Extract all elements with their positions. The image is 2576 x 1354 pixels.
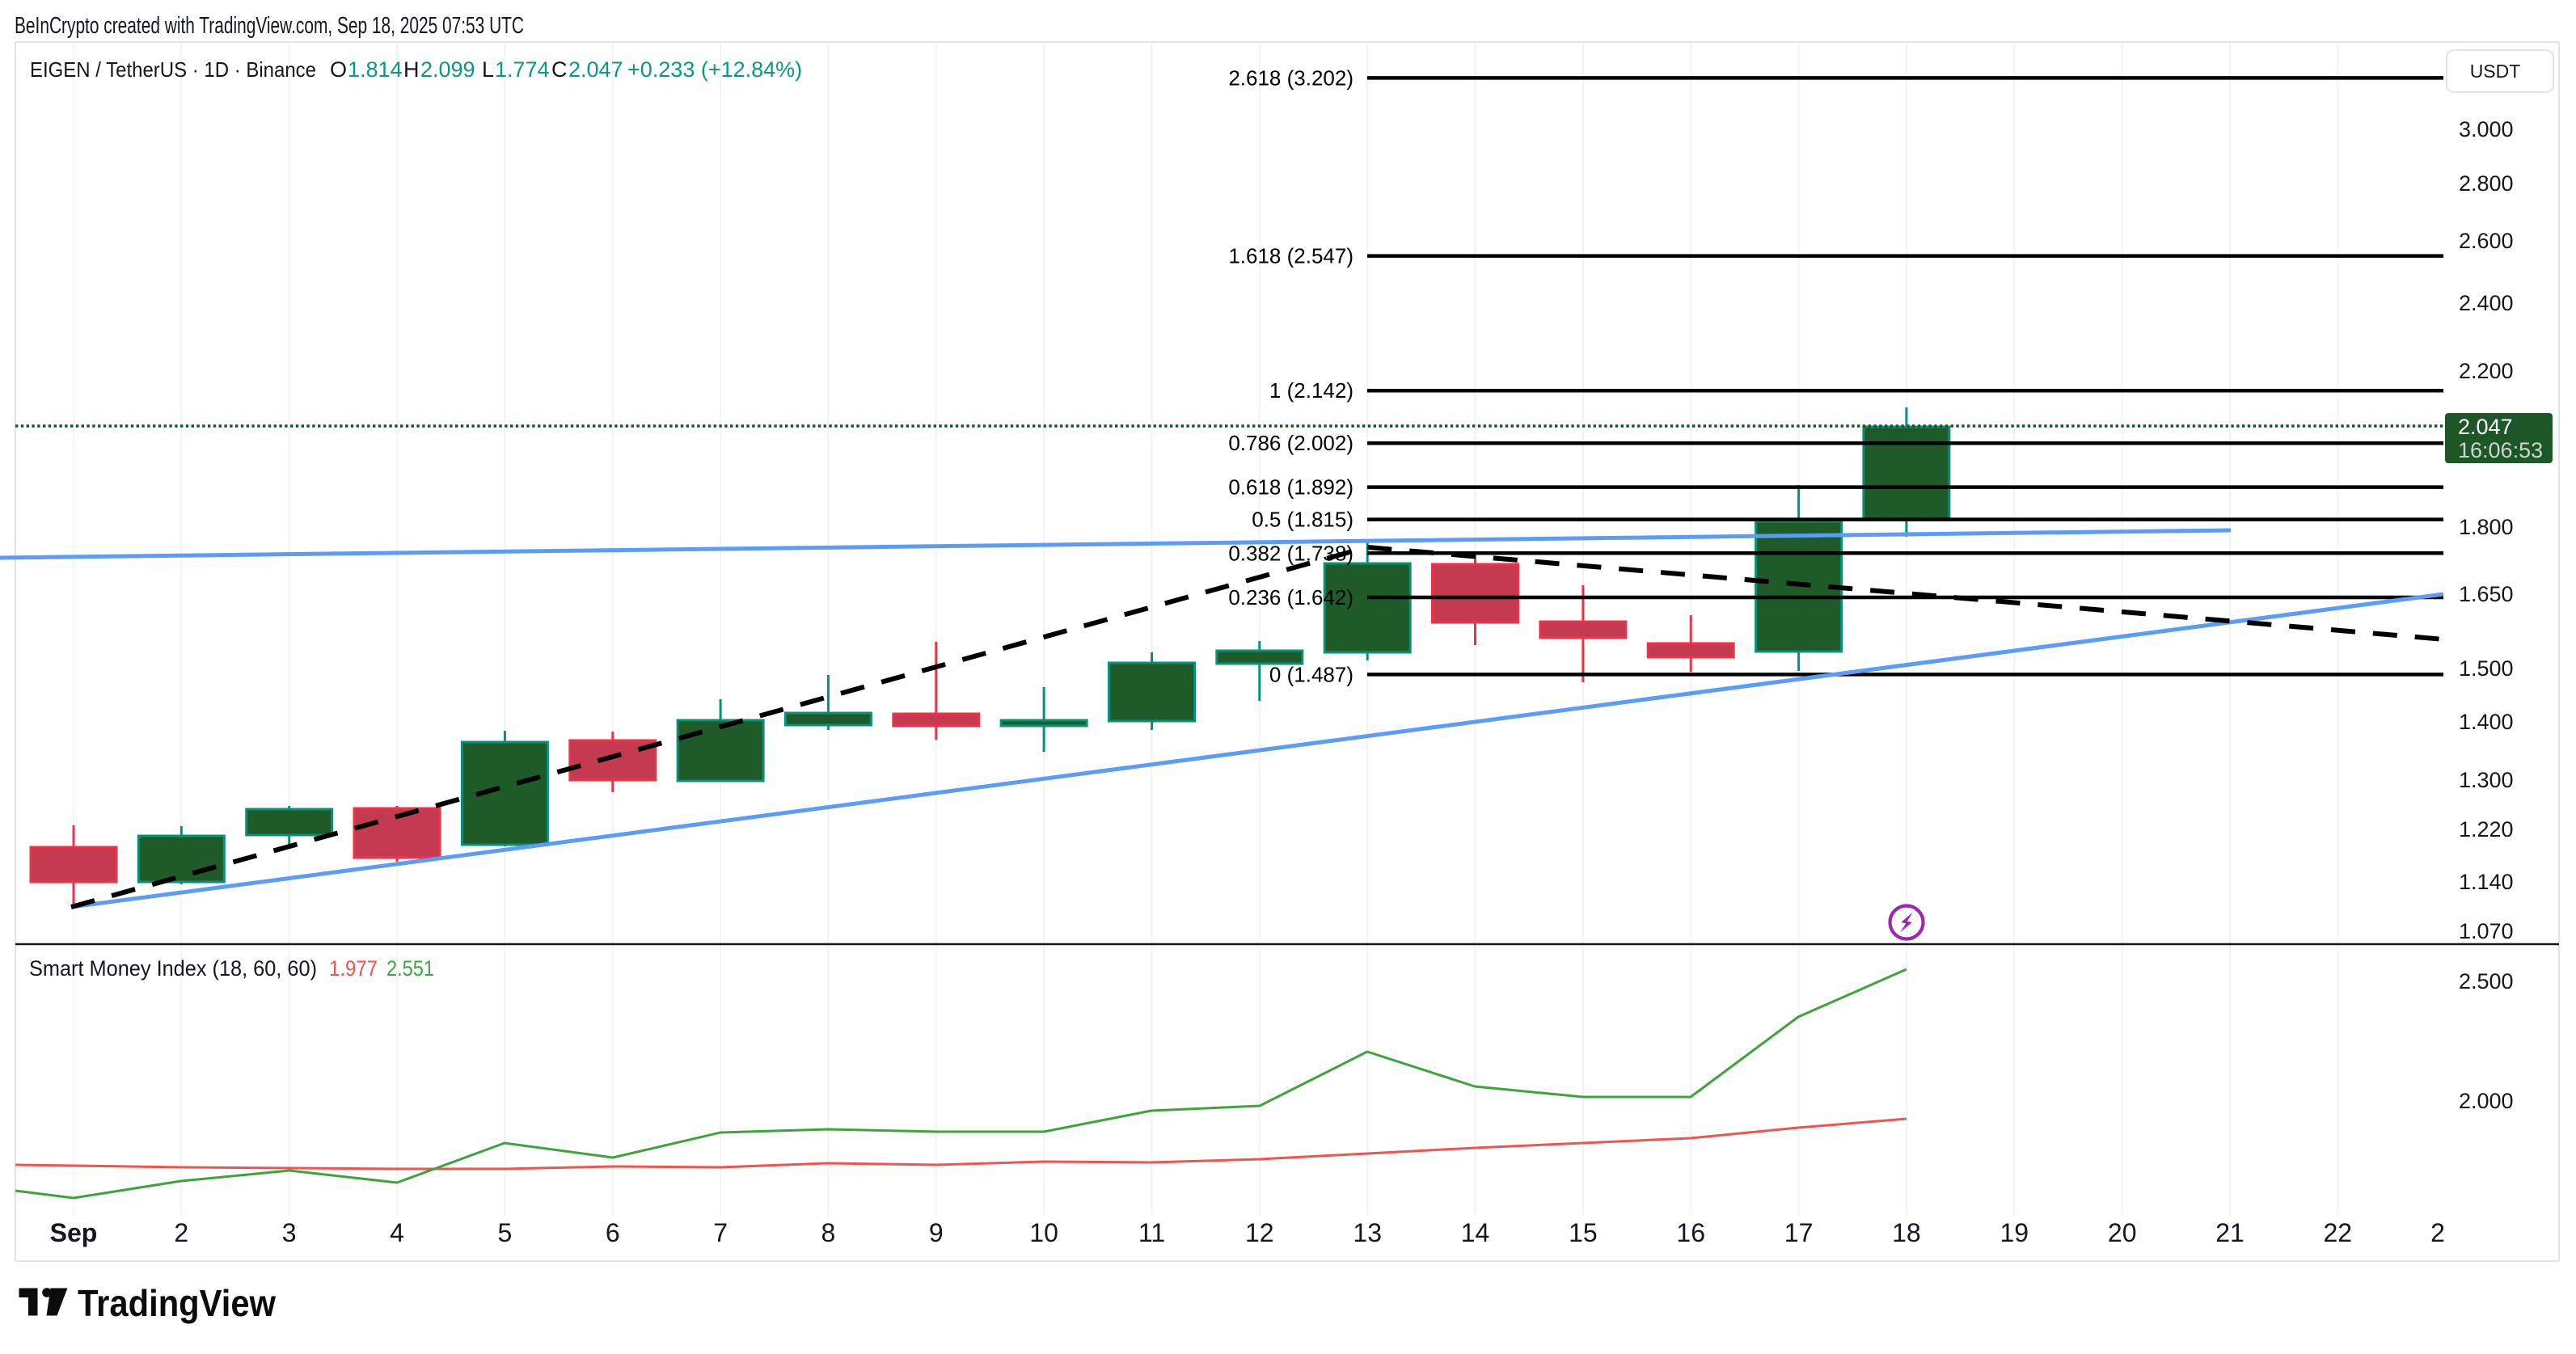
svg-text:1.140: 1.140 <box>2459 870 2514 894</box>
svg-text:0.382 (1.738): 0.382 (1.738) <box>1228 541 1353 565</box>
svg-text:1.618 (2.547): 1.618 (2.547) <box>1228 244 1353 268</box>
svg-text:19: 19 <box>2000 1218 2029 1247</box>
svg-text:0.618 (1.892): 0.618 (1.892) <box>1228 475 1353 500</box>
svg-text:11: 11 <box>1138 1218 1165 1247</box>
svg-text:2.800: 2.800 <box>2459 171 2514 196</box>
svg-text:8: 8 <box>821 1218 836 1247</box>
svg-text:2.047: 2.047 <box>2458 415 2513 439</box>
svg-text:1.070: 1.070 <box>2459 919 2514 943</box>
svg-text:2.400: 2.400 <box>2459 291 2514 315</box>
svg-text:BeInCrypto created with Tradin: BeInCrypto created with TradingView.com,… <box>15 13 524 39</box>
svg-text:12: 12 <box>1245 1218 1274 1247</box>
svg-text:2.099: 2.099 <box>420 57 475 82</box>
svg-text:17: 17 <box>1784 1218 1814 1247</box>
svg-text:1.500: 1.500 <box>2459 656 2514 681</box>
svg-text:TradingView: TradingView <box>78 1282 276 1324</box>
svg-text:1.220: 1.220 <box>2459 817 2514 842</box>
svg-text:2.600: 2.600 <box>2459 229 2514 253</box>
svg-text:2.000: 2.000 <box>2459 1089 2514 1113</box>
svg-text:USDT: USDT <box>2470 61 2521 82</box>
svg-text:20: 20 <box>2108 1218 2137 1247</box>
svg-text:16: 16 <box>1676 1218 1705 1247</box>
svg-text:16:06:53: 16:06:53 <box>2458 438 2543 462</box>
svg-text:C: C <box>551 57 568 82</box>
svg-text:21: 21 <box>2215 1218 2244 1247</box>
svg-text:EIGEN / TetherUS · 1D · Binanc: EIGEN / TetherUS · 1D · Binance <box>30 57 316 82</box>
svg-text:O: O <box>330 57 347 82</box>
svg-text:H: H <box>403 57 420 82</box>
svg-text:15: 15 <box>1569 1218 1598 1247</box>
svg-text:2.047: 2.047 <box>568 57 623 82</box>
svg-text:6: 6 <box>606 1218 620 1247</box>
svg-text:1 (2.142): 1 (2.142) <box>1269 378 1353 403</box>
svg-text:1.400: 1.400 <box>2459 710 2514 734</box>
svg-text:18: 18 <box>1892 1218 1921 1247</box>
svg-text:0.786 (2.002): 0.786 (2.002) <box>1228 431 1353 455</box>
svg-text:+0.233 (+12.84%): +0.233 (+12.84%) <box>627 57 802 82</box>
svg-text:1.300: 1.300 <box>2459 768 2514 792</box>
svg-text:2: 2 <box>2430 1218 2445 1247</box>
svg-text:1.774: 1.774 <box>495 57 550 82</box>
svg-text:L: L <box>482 57 494 82</box>
svg-text:2.551: 2.551 <box>386 956 434 981</box>
svg-text:2.200: 2.200 <box>2459 359 2514 383</box>
svg-text:5: 5 <box>498 1218 513 1247</box>
svg-text:22: 22 <box>2324 1218 2353 1247</box>
svg-text:0 (1.487): 0 (1.487) <box>1269 662 1353 686</box>
svg-text:3: 3 <box>282 1218 297 1247</box>
svg-text:Smart Money Index (18, 60, 60): Smart Money Index (18, 60, 60) <box>29 956 317 981</box>
svg-text:10: 10 <box>1029 1218 1058 1247</box>
svg-text:3.000: 3.000 <box>2459 117 2514 141</box>
svg-text:1.814: 1.814 <box>348 57 403 82</box>
svg-text:4: 4 <box>390 1218 404 1247</box>
svg-text:13: 13 <box>1353 1218 1382 1247</box>
svg-text:7: 7 <box>713 1218 728 1247</box>
svg-text:2.618 (3.202): 2.618 (3.202) <box>1228 65 1353 90</box>
svg-text:2: 2 <box>174 1218 188 1247</box>
svg-text:1.650: 1.650 <box>2459 582 2514 606</box>
svg-text:0.5 (1.815): 0.5 (1.815) <box>1252 508 1353 532</box>
svg-text:14: 14 <box>1461 1218 1490 1247</box>
svg-text:1.800: 1.800 <box>2459 515 2514 539</box>
svg-text:Sep: Sep <box>50 1218 98 1247</box>
svg-text:2.500: 2.500 <box>2459 969 2514 993</box>
svg-text:9: 9 <box>929 1218 944 1247</box>
svg-text:0.236 (1.642): 0.236 (1.642) <box>1228 585 1353 610</box>
svg-text:1.977: 1.977 <box>329 956 378 981</box>
